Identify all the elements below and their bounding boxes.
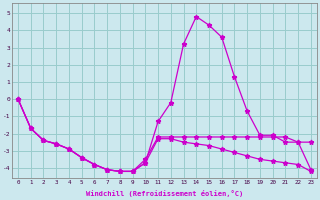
X-axis label: Windchill (Refroidissement éolien,°C): Windchill (Refroidissement éolien,°C) — [86, 190, 243, 197]
